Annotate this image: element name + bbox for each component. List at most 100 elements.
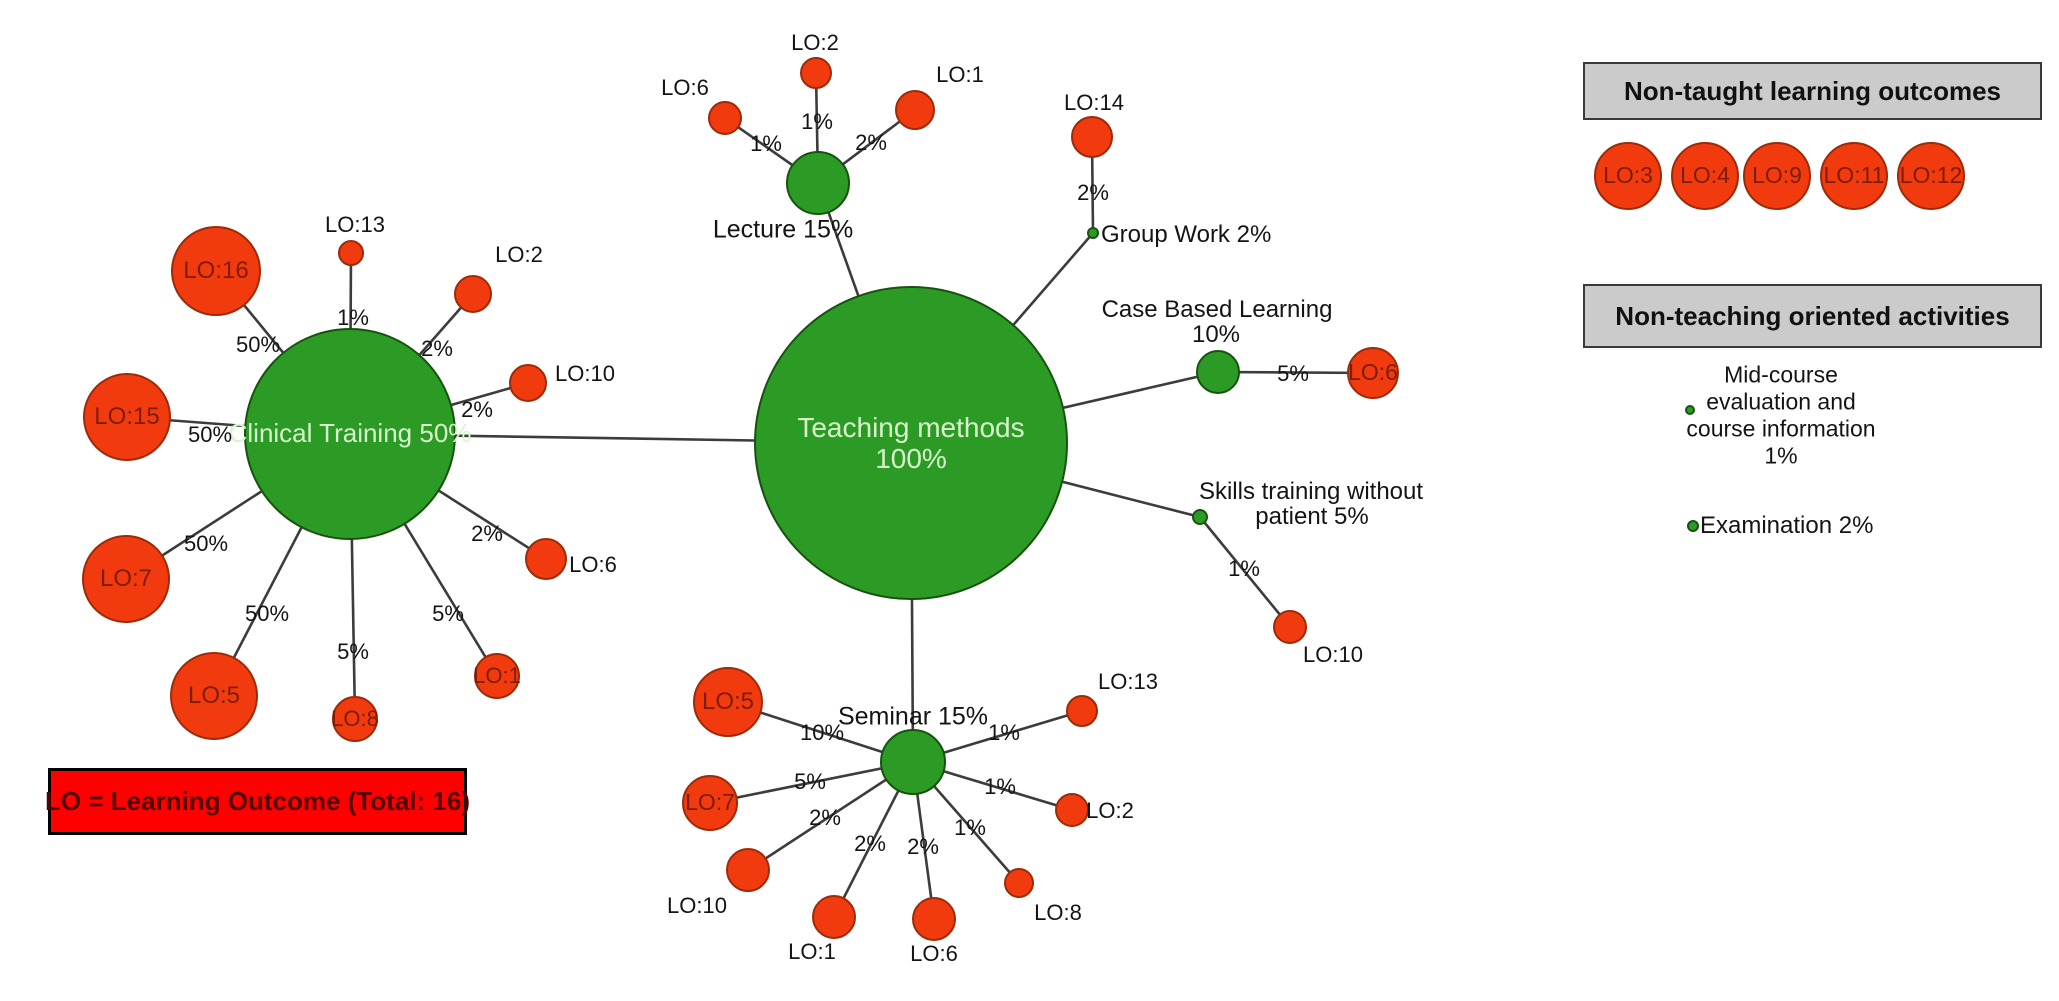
node-legend-midcourse-dot bbox=[1685, 405, 1695, 415]
node-legend-lo11-label: LO:11 bbox=[1823, 162, 1885, 189]
legend-examination-label: Examination 2% bbox=[1700, 511, 1874, 539]
label-case-based-learning: Case Based Learning bbox=[1101, 295, 1333, 323]
legend-midcourse-percent: 1% bbox=[1764, 442, 1798, 469]
label-5pct: 5% bbox=[337, 638, 369, 664]
legend-midcourse-line-3: course information bbox=[1686, 415, 1876, 442]
node-clinical-lo6 bbox=[525, 538, 567, 580]
label-group-work-2pct: Group Work 2% bbox=[1101, 220, 1272, 248]
label-1pct: 1% bbox=[988, 719, 1020, 745]
node-seminar-lo8 bbox=[1004, 868, 1034, 898]
node-legend-lo9: LO:9 bbox=[1743, 142, 1811, 210]
label-patient-5pct: patient 5% bbox=[1255, 502, 1369, 530]
label-50pct: 50% bbox=[183, 530, 229, 556]
label-1pct: 1% bbox=[801, 108, 833, 134]
label-1pct: 1% bbox=[337, 304, 369, 330]
label-10pct: 10% bbox=[799, 719, 845, 745]
node-teaching-label: 100% bbox=[875, 443, 947, 474]
node-lecture-lo2 bbox=[800, 57, 832, 89]
label-lo-2: LO:2 bbox=[1086, 797, 1134, 823]
node-clinical-lo1-label: LO:1 bbox=[473, 662, 521, 688]
node-case-based bbox=[1196, 350, 1240, 394]
node-legend-lo12: LO:12 bbox=[1897, 142, 1965, 210]
label-lecture-15pct: Lecture 15% bbox=[712, 215, 854, 244]
label-2pct: 2% bbox=[855, 129, 887, 155]
label-1pct: 1% bbox=[984, 773, 1016, 799]
node-clinical-lo10 bbox=[509, 364, 547, 402]
node-seminar-lo1 bbox=[812, 895, 856, 939]
label-2pct: 2% bbox=[1077, 179, 1109, 205]
node-skills-lo10 bbox=[1273, 610, 1307, 644]
node-legend-lo4-label: LO:4 bbox=[1680, 162, 1730, 189]
node-lecture-lo6 bbox=[708, 101, 742, 135]
node-legend-exam-dot bbox=[1687, 520, 1699, 532]
node-seminar bbox=[880, 729, 946, 795]
node-clinical: Clinical Training 50% bbox=[229, 328, 471, 540]
legend-non-taught-header: Non-taught learning outcomes bbox=[1583, 62, 2042, 120]
node-clinical-lo16-label: LO:16 bbox=[183, 256, 249, 284]
label-5pct: 5% bbox=[794, 768, 826, 794]
label-2pct: 2% bbox=[809, 804, 841, 830]
label-1pct: 1% bbox=[750, 130, 782, 156]
node-legend-lo3-label: LO:3 bbox=[1603, 162, 1653, 189]
node-skills bbox=[1192, 509, 1208, 525]
label-5pct: 5% bbox=[432, 600, 464, 626]
label-lo-6: LO:6 bbox=[569, 551, 617, 577]
node-seminar-lo7: LO:7 bbox=[682, 775, 738, 831]
node-group-work-lo14 bbox=[1071, 116, 1113, 158]
label-lo-6: LO:6 bbox=[910, 940, 958, 966]
label-2pct: 2% bbox=[461, 396, 493, 422]
node-clinical-lo15-label: LO:15 bbox=[94, 402, 160, 430]
node-teaching-label: Teaching methods bbox=[797, 411, 1025, 443]
lo-abbreviation-note-box: LO = Learning Outcome (Total: 16) bbox=[45, 768, 470, 835]
node-legend-lo12-label: LO:12 bbox=[1899, 162, 1963, 189]
node-seminar-lo6 bbox=[912, 897, 956, 941]
label-2pct: 2% bbox=[471, 520, 503, 546]
label-10pct: 10% bbox=[1191, 320, 1241, 348]
node-clinical-lo13 bbox=[338, 240, 364, 266]
legend-midcourse-line-2: evaluation and bbox=[1706, 388, 1856, 415]
node-clinical-lo7-label: LO:7 bbox=[99, 564, 153, 592]
label-5pct: 5% bbox=[1277, 360, 1309, 386]
label-lo-10: LO:10 bbox=[555, 360, 615, 386]
label-50pct: 50% bbox=[235, 331, 281, 357]
node-teaching: Teaching methods 100% bbox=[754, 286, 1068, 600]
node-clinical-lo5-label: LO:5 bbox=[187, 681, 241, 709]
label-2pct: 2% bbox=[421, 335, 453, 361]
label-lo-1: LO:1 bbox=[936, 61, 984, 87]
node-clinical-lo16: LO:16 bbox=[171, 226, 261, 316]
edge-seminar--seminar-lo7 bbox=[709, 760, 914, 805]
node-clinical-lo8-label: LO:8 bbox=[331, 705, 379, 731]
node-group-work bbox=[1087, 227, 1099, 239]
node-clinical-lo8: LO:8 bbox=[331, 696, 379, 742]
label-lo-6: LO:6 bbox=[661, 74, 709, 100]
node-legend-lo3: LO:3 bbox=[1594, 142, 1662, 210]
node-legend-lo4: LO:4 bbox=[1671, 142, 1739, 210]
label-1pct: 1% bbox=[1228, 555, 1260, 581]
node-case-based-lo6-label: LO:6 bbox=[1348, 359, 1398, 386]
label-lo-8: LO:8 bbox=[1034, 899, 1082, 925]
node-seminar-lo7-label: LO:7 bbox=[685, 789, 735, 816]
label-lo-13: LO:13 bbox=[1098, 668, 1158, 694]
node-seminar-lo5: LO:5 bbox=[693, 667, 763, 737]
label-50pct: 50% bbox=[244, 600, 290, 626]
node-clinical-lo15: LO:15 bbox=[83, 373, 171, 461]
node-case-based-lo6: LO:6 bbox=[1347, 347, 1399, 399]
label-lo-2: LO:2 bbox=[791, 29, 839, 55]
edge-skills--skills-lo10 bbox=[1198, 516, 1292, 628]
lo-abbreviation-note-label: LO = Learning Outcome (Total: 16) bbox=[45, 786, 470, 816]
node-seminar-lo5-label: LO:5 bbox=[701, 687, 755, 715]
label-50pct: 50% bbox=[187, 421, 233, 447]
label-skills-training-without: Skills training without bbox=[1198, 477, 1424, 505]
legend-non-teaching-header: Non-teaching oriented activities bbox=[1583, 284, 2042, 348]
label-2pct: 2% bbox=[854, 830, 886, 856]
node-lecture bbox=[786, 151, 850, 215]
node-legend-lo9-label: LO:9 bbox=[1752, 162, 1802, 189]
node-legend-lo11: LO:11 bbox=[1820, 142, 1888, 210]
node-seminar-lo13 bbox=[1066, 695, 1098, 727]
label-1pct: 1% bbox=[954, 814, 986, 840]
label-lo-1: LO:1 bbox=[788, 938, 836, 964]
label-lo-13: LO:13 bbox=[325, 211, 385, 237]
label-lo-2: LO:2 bbox=[495, 241, 543, 267]
node-clinical-label: Clinical Training 50% bbox=[228, 418, 472, 449]
